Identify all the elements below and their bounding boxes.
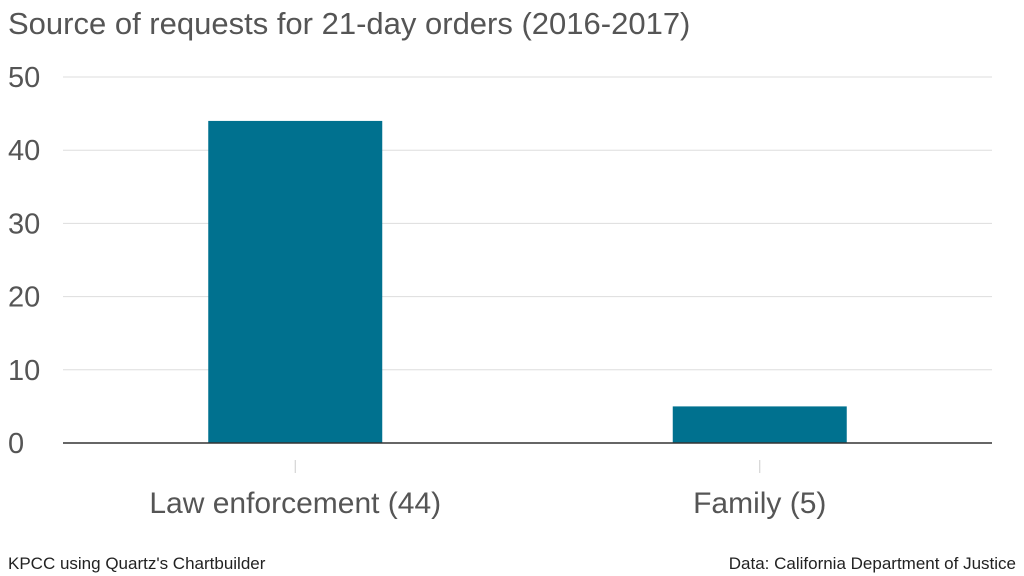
y-tick-label: 30 xyxy=(8,208,40,240)
chart-title: Source of requests for 21-day orders (20… xyxy=(8,6,691,41)
bar xyxy=(672,406,847,443)
y-tick-label: 50 xyxy=(8,62,40,94)
chart-credit: KPCC using Quartz's Chartbuilder xyxy=(8,554,266,573)
x-category-label: Law enforcement (44) xyxy=(149,487,441,520)
x-category-label: Family (5) xyxy=(693,487,826,520)
y-tick-label: 10 xyxy=(8,355,40,387)
data-source: Data: California Department of Justice xyxy=(728,554,1016,573)
gridlines xyxy=(63,76,992,371)
axes: 0 10 20 30 40 50 Law enforcement (44) Family (5… xyxy=(8,62,992,520)
bar xyxy=(208,120,383,444)
y-tick-label: 0 xyxy=(8,428,24,460)
bars xyxy=(208,120,847,444)
y-tick-label: 20 xyxy=(8,282,40,314)
y-tick-label: 40 xyxy=(8,135,40,167)
